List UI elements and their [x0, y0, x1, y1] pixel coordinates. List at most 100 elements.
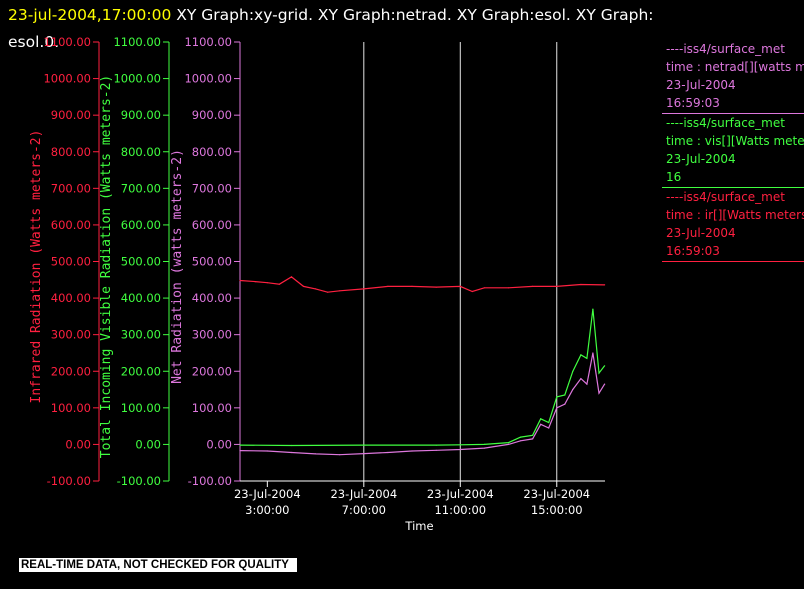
series-point-vis-16: [592, 308, 594, 310]
y-tick-label-vis-8: 700.00: [121, 181, 161, 195]
series-line-net: [239, 352, 606, 456]
timestamp: 23-jul-2004,17:00:00: [8, 6, 172, 24]
y-tick-label-ir-8: 700.00: [51, 181, 91, 195]
y-tick-label-vis-12: 1100.00: [113, 35, 161, 49]
series-point-net-7: [411, 450, 413, 452]
legend-entry-line: ----iss4/surface_met: [666, 42, 785, 56]
series-point-net-6: [387, 451, 389, 454]
series-point-ir-19: [580, 283, 582, 286]
series-point-vis-12: [564, 394, 566, 396]
series-point-ir-5: [302, 285, 305, 287]
y-tick-label-ir-6: 500.00: [51, 255, 91, 269]
y-tick-label-net-4: 300.00: [192, 328, 232, 342]
legend-entry-line: 23-Jul-2004: [666, 226, 736, 240]
legend-entry-line: time : netrad[][watts meters-2]: [666, 60, 804, 74]
series-point-ir-7: [327, 291, 329, 293]
y-tick-label-ir-3: 200.00: [51, 364, 91, 378]
y-tick-label-ir-4: 300.00: [51, 328, 91, 342]
y-tick-label-net-10: 900.00: [192, 108, 232, 122]
series-point-vis-3: [435, 444, 437, 446]
series-point-ir-17: [532, 285, 534, 287]
series-point-vis-10: [548, 421, 550, 424]
y-tick-label-ir-7: 600.00: [51, 218, 91, 232]
series-point-vis-6: [507, 442, 510, 444]
x-tick-date-1: 23-Jul-2004: [330, 487, 397, 501]
legend-entry-line: 23-Jul-2004: [666, 78, 736, 92]
series-point-vis-13: [572, 370, 574, 372]
y-tick-label-ir-1: 0.00: [65, 437, 91, 451]
y-tick-label-ir-11: 1000.00: [43, 72, 91, 86]
y-tick-label-vis-5: 400.00: [121, 291, 161, 305]
series-point-ir-4: [290, 276, 293, 278]
chart-title-line: 23-jul-2004,17:00:00 XY Graph:xy-grid. X…: [8, 2, 798, 56]
series-point-vis-18: [604, 365, 606, 367]
x-tick-date-0: 23-Jul-2004: [234, 487, 301, 501]
y-tick-label-vis-2: 100.00: [121, 401, 161, 415]
y-tick-label-ir-5: 400.00: [51, 291, 91, 305]
y-tick-label-vis-4: 300.00: [121, 328, 161, 342]
y-tick-label-net-5: 400.00: [192, 291, 232, 305]
series-point-net-19: [580, 378, 582, 380]
y-tick-label-ir-2: 100.00: [51, 401, 91, 415]
series-point-ir-9: [363, 288, 365, 290]
x-tick-time-0: 3:00:00: [245, 503, 289, 517]
x-axis-title: Time: [404, 519, 433, 533]
series-point-vis-5: [483, 443, 485, 445]
series-point-ir-11: [411, 285, 413, 287]
series-point-net-2: [290, 451, 293, 454]
y-tick-label-vis-1: 0.00: [135, 437, 161, 451]
series-point-net-15: [548, 427, 550, 429]
series-point-vis-8: [532, 434, 534, 436]
series-point-net-10: [483, 447, 485, 449]
series-point-net-16: [556, 407, 558, 409]
y-tick-label-vis-10: 900.00: [121, 108, 161, 122]
y-tick-label-vis-9: 800.00: [121, 145, 161, 159]
legend-entry-line: 16:59:03: [666, 96, 720, 110]
y-tick-label-vis-11: 1000.00: [113, 72, 161, 86]
quality-notice: REAL-TIME DATA, NOT CHECKED FOR QUALITY: [19, 558, 297, 572]
y-tick-label-net-9: 800.00: [192, 145, 232, 159]
series-point-ir-1: [254, 281, 256, 283]
series-point-net-9: [459, 448, 461, 451]
y-tick-label-ir-9: 800.00: [51, 145, 91, 159]
series-point-net-13: [532, 438, 534, 440]
series-point-vis-17: [598, 372, 600, 374]
x-tick-date-3: 23-Jul-2004: [523, 487, 590, 501]
legend-entry-line: 16:59:03: [666, 244, 720, 258]
series-point-vis-11: [556, 396, 558, 398]
series-line-ir: [239, 276, 605, 293]
series-point-ir-20: [604, 284, 606, 286]
series-point-net-22: [598, 392, 600, 394]
series-point-net-1: [266, 450, 268, 452]
series-point-ir-3: [278, 283, 280, 285]
series-point-vis-0: [239, 444, 241, 446]
legend-entry-line: 16: [666, 170, 682, 184]
series-point-net-17: [564, 403, 566, 405]
series-point-vis-7: [520, 436, 522, 438]
graph-list-wrap: esol.0.: [8, 33, 60, 51]
series-point-ir-15: [483, 287, 485, 289]
y-tick-label-net-11: 1000.00: [184, 72, 232, 86]
y-tick-label-net-1: 0.00: [206, 437, 232, 451]
legend-entry-line: ----iss4/surface_met: [666, 116, 785, 130]
series-point-ir-18: [556, 285, 558, 287]
legend-entry-line: time : vis[][Watts meters-2]: [666, 134, 804, 148]
graph-list: XY Graph:xy-grid. XY Graph:netrad. XY Gr…: [171, 6, 654, 24]
y-tick-label-vis-3: 200.00: [121, 364, 161, 378]
legend-entry: ----iss4/surface_met time : ir[][Watts me…: [662, 188, 804, 262]
series-point-net-4: [339, 454, 341, 456]
series-point-net-12: [520, 440, 522, 442]
x-tick-time-2: 11:00:00: [434, 503, 486, 517]
series-point-net-23: [604, 383, 606, 385]
legend-entry-line: time : ir[][Watts meters-2]: [666, 208, 804, 222]
series-point-ir-13: [459, 285, 461, 287]
series-point-ir-14: [471, 290, 473, 293]
y-tick-label-net-8: 700.00: [192, 181, 232, 195]
y-axis-title-vis: Total Incoming Visible Radiation (Watts …: [99, 75, 114, 459]
y-axis-title-net: Net Radiation (watts meters-2): [170, 149, 185, 384]
x-tick-time-1: 7:00:00: [342, 503, 386, 517]
y-tick-label-net-7: 600.00: [192, 218, 232, 232]
series-point-net-20: [586, 383, 588, 385]
